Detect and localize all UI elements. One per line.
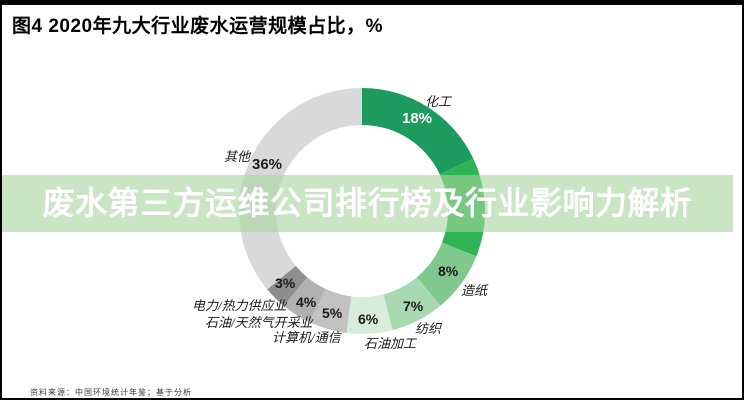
segment-pct-oil-gas-extraction: 4% xyxy=(296,294,317,310)
overlay-banner: 废水第三方运维公司排行榜及行业影响力解析 xyxy=(2,175,733,232)
donut-segment xyxy=(283,277,326,323)
donut-segment xyxy=(383,277,441,331)
segment-label-chemical: 化工 xyxy=(425,94,452,109)
segment-pct-oil-processing: 6% xyxy=(358,311,379,327)
segment-label-oil-processing: 石油加工 xyxy=(364,336,417,351)
segment-pct-paper: 8% xyxy=(438,263,459,279)
donut-segment xyxy=(346,294,393,334)
segment-label-textile: 纺织 xyxy=(415,321,442,336)
donut-segment xyxy=(309,288,352,334)
segment-label-paper: 造纸 xyxy=(461,283,488,298)
segment-pct-textile: 7% xyxy=(403,298,424,314)
segment-label-oil-gas-extraction: 石油/天然气开采业 xyxy=(205,315,313,330)
donut-segment xyxy=(239,87,362,290)
source-note: 资料来源：中国环境统计年鉴；基于分析 xyxy=(30,388,192,397)
segment-pct-chemical: 18% xyxy=(402,110,433,127)
chart-title: 图4 2020年九大行业废水运营规模占比，% xyxy=(12,16,384,37)
overlay-banner-text: 废水第三方运维公司排行榜及行业影响力解析 xyxy=(42,185,693,221)
donut-segment xyxy=(362,88,474,175)
segment-pct-computer-comm: 5% xyxy=(322,305,343,321)
segment-pct-power-heat-supply: 3% xyxy=(275,275,296,291)
donut-segment xyxy=(267,265,308,306)
donut-chart xyxy=(239,87,485,334)
donut-segment xyxy=(416,242,477,306)
segment-label-others: 其他 xyxy=(224,149,251,164)
segment-label-computer-comm: 计算机/通信 xyxy=(272,330,341,345)
segment-label-power-heat-supply: 电力/热力供应业 xyxy=(192,298,287,313)
segment-pct-others: 36% xyxy=(252,156,283,173)
